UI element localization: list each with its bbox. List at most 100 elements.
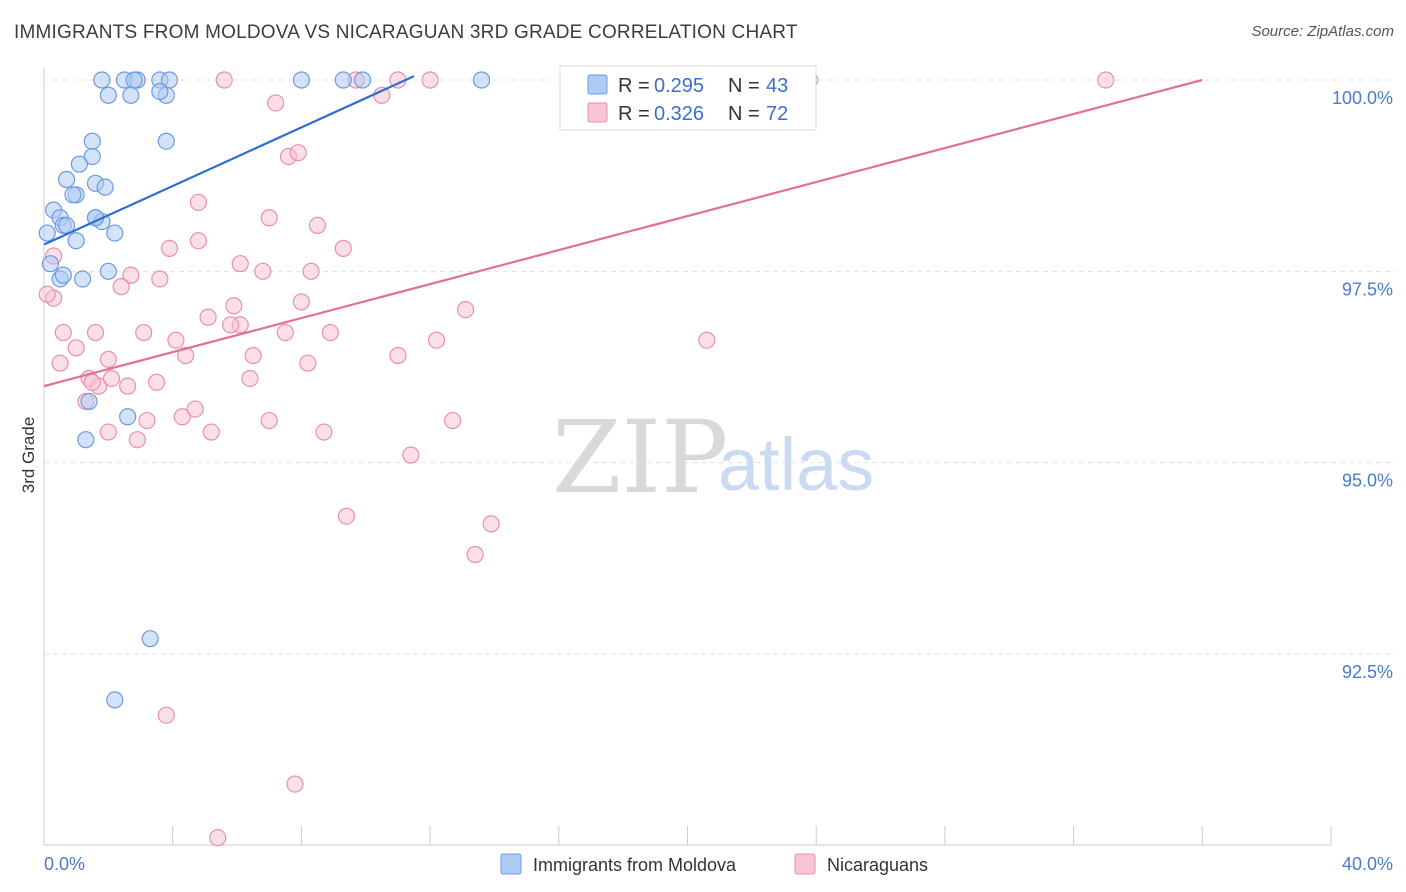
nicaraguans-point-55 [173, 408, 191, 426]
nicaraguans-point-14 [308, 216, 327, 235]
watermark-zip: ZIP [552, 399, 728, 516]
moldova-point-30 [77, 431, 95, 449]
nicaraguans-point-37 [321, 323, 339, 342]
moldova-point-28 [80, 392, 98, 411]
x-tick-label-min: 0.0% [44, 854, 85, 874]
moldova-point-8 [472, 71, 491, 89]
moldova-point-41 [125, 71, 143, 89]
series-legend-label-moldova: Immigrants from Moldova [533, 855, 737, 875]
nicaraguans-point-64 [337, 507, 356, 525]
chart-title: IMMIGRANTS FROM MOLDOVA VS NICARAGUAN 3R… [14, 22, 798, 43]
y-axis-label: 3rd Grade [19, 417, 38, 494]
moldova-point-10 [122, 86, 140, 104]
nicaraguans-point-11 [289, 144, 307, 162]
moldova-trend-line [43, 75, 415, 246]
moldova-point-13 [157, 132, 175, 150]
nicaraguans-point-69 [209, 829, 227, 847]
nicaraguans-point-66 [466, 545, 484, 564]
watermark: ZIP atlas [552, 399, 874, 516]
legend-r-value-moldova: 0.295 [654, 75, 704, 97]
moldova-point-24 [41, 255, 60, 273]
moldova-point-37 [54, 266, 72, 284]
nicaraguans-point-63 [402, 446, 420, 464]
nicaraguans-point-3 [421, 71, 439, 89]
nicaraguans-point-34 [135, 323, 153, 342]
nicaraguans-point-58 [444, 411, 462, 430]
moldova-point-12 [83, 132, 101, 150]
nicaraguans-point-56 [186, 400, 204, 418]
moldova-point-6 [334, 71, 352, 89]
nicaraguans-point-39 [698, 331, 716, 349]
nicaraguans-point-31 [222, 316, 240, 334]
legend-n-label-moldova: N = [728, 75, 760, 97]
nicaraguans-point-38 [427, 331, 446, 349]
nicaraguans-point-17 [334, 239, 352, 257]
moldova-point-26 [74, 270, 92, 288]
moldova-point-14 [83, 147, 101, 166]
moldova-point-19 [38, 224, 56, 242]
nicaraguans-point-0 [215, 71, 233, 89]
moldova-point-34 [96, 178, 114, 196]
nicaraguans-point-54 [138, 411, 156, 430]
nicaraguans-point-43 [389, 346, 407, 365]
moldova-point-40 [64, 186, 82, 204]
moldova-point-31 [141, 630, 159, 648]
nicaraguans-point-50 [241, 369, 259, 388]
series-legend-label-nicaraguans: Nicaraguans [827, 855, 928, 875]
moldova-point-29 [119, 408, 137, 426]
legend-r-label-nicaraguans: R = [618, 103, 650, 125]
nicaraguans-point-26 [225, 297, 243, 315]
nicaraguans-point-48 [119, 377, 137, 395]
nicaraguans-point-70 [38, 285, 56, 303]
grid-lines [44, 79, 1395, 655]
nicaraguans-point-29 [199, 308, 217, 326]
nicaraguans-point-40 [67, 339, 85, 357]
nicaraguans-point-67 [157, 706, 175, 724]
axes [43, 68, 1332, 846]
moldova-point-7 [353, 71, 372, 89]
nicaraguans-point-24 [151, 270, 169, 288]
nicaraguans-point-52 [102, 369, 121, 388]
legend-n-value-nicaraguans: 72 [766, 103, 788, 125]
nicaraguans-point-65 [482, 515, 500, 533]
legend-swatch-moldova [587, 74, 608, 95]
y-tick-label-1: 95.0% [1342, 471, 1393, 491]
watermark-atlas: atlas [718, 423, 874, 506]
trend-lines [43, 75, 1203, 388]
legend-r-label-moldova: R = [618, 75, 650, 97]
series-legend: Immigrants from Moldova Nicaraguans [500, 853, 928, 875]
moldova-point-0 [93, 71, 111, 89]
nicaraguans-point-19 [231, 255, 249, 273]
moldova-point-23 [67, 232, 85, 250]
moldova-point-15 [70, 155, 88, 173]
moldova-point-42 [151, 82, 169, 101]
nicaraguans-point-27 [292, 293, 310, 311]
legend-swatch-nicaraguans [587, 102, 608, 123]
legend-n-label-nicaraguans: N = [728, 103, 760, 125]
y-tick-label-3: 100.0% [1332, 88, 1393, 108]
nicaraguans-point-59 [99, 423, 117, 441]
nicaraguans-point-28 [456, 300, 475, 319]
nicaraguans-point-61 [315, 423, 333, 441]
nicaraguans-point-57 [260, 411, 278, 430]
nicaraguans-point-49 [148, 373, 166, 391]
series-legend-swatch-nicaraguans [794, 853, 816, 875]
y-tick-labels: 92.5% 95.0% 97.5% 100.0% [1332, 88, 1393, 682]
nicaraguans-point-33 [86, 323, 105, 342]
series-legend-swatch-moldova [500, 853, 522, 875]
y-tick-label-0: 92.5% [1342, 662, 1393, 682]
nicaraguans-point-46 [299, 354, 317, 372]
nicaraguans-trend-line [43, 78, 1203, 388]
moldova-point-27 [99, 262, 117, 280]
nicaraguans-point-44 [51, 354, 69, 372]
nicaraguans-point-71 [83, 373, 101, 391]
legend-n-value-moldova: 43 [766, 75, 788, 97]
nicaraguans-point-62 [128, 431, 146, 449]
legend-r-value-nicaraguans: 0.326 [654, 103, 704, 125]
y-tick-label-2: 97.5% [1342, 279, 1393, 299]
nicaraguans-point-42 [244, 346, 262, 365]
nicaraguans-point-8 [267, 94, 285, 112]
nicaraguans-point-32 [54, 323, 72, 342]
nicaraguans-point-23 [112, 278, 130, 296]
